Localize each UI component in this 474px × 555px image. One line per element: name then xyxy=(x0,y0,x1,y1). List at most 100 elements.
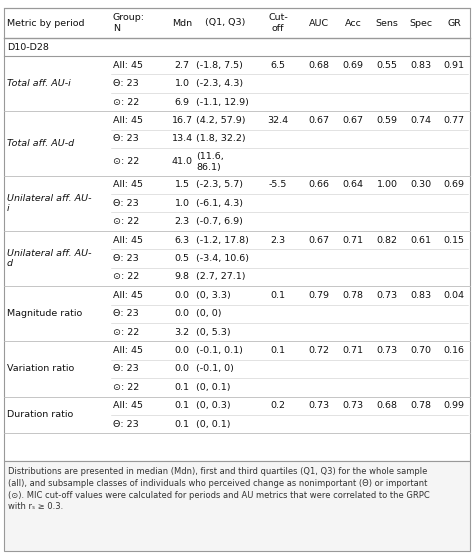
Text: 2.7: 2.7 xyxy=(174,60,190,70)
Text: 0.78: 0.78 xyxy=(343,291,364,300)
Text: 0.1: 0.1 xyxy=(271,346,285,355)
Text: (0, 0.3): (0, 0.3) xyxy=(196,401,231,410)
Text: 0.64: 0.64 xyxy=(343,180,364,189)
Text: 0.0: 0.0 xyxy=(174,291,190,300)
Text: 2.3: 2.3 xyxy=(271,235,285,245)
Text: Mdn: Mdn xyxy=(172,18,192,28)
Text: 0.69: 0.69 xyxy=(444,180,465,189)
Text: (-2.3, 4.3): (-2.3, 4.3) xyxy=(196,79,243,88)
Text: 0.99: 0.99 xyxy=(444,401,465,410)
Text: Unilateral aff. AU-
i: Unilateral aff. AU- i xyxy=(7,194,91,213)
Text: 0.0: 0.0 xyxy=(174,365,190,374)
Text: 6.5: 6.5 xyxy=(271,60,285,70)
Text: Distributions are presented in median (Mdn), first and third quartiles (Q1, Q3) : Distributions are presented in median (M… xyxy=(8,467,430,511)
Bar xyxy=(4,461,470,551)
Text: (0, 0.1): (0, 0.1) xyxy=(196,420,230,428)
Text: 0.67: 0.67 xyxy=(343,116,364,125)
Text: 0.1: 0.1 xyxy=(174,401,190,410)
Text: ⊙: 22: ⊙: 22 xyxy=(113,273,139,281)
Text: Sens: Sens xyxy=(375,18,399,28)
Text: 0.5: 0.5 xyxy=(174,254,190,263)
Text: ⊙: 22: ⊙: 22 xyxy=(113,383,139,392)
Text: 0.73: 0.73 xyxy=(376,291,398,300)
Text: Duration ratio: Duration ratio xyxy=(7,411,73,420)
Text: (-3.4, 10.6): (-3.4, 10.6) xyxy=(196,254,249,263)
Text: 0.83: 0.83 xyxy=(410,60,431,70)
Text: All: 45: All: 45 xyxy=(113,60,143,70)
Text: (2.7, 27.1): (2.7, 27.1) xyxy=(196,273,246,281)
Text: (11.6,
86.1): (11.6, 86.1) xyxy=(196,152,224,171)
Text: 0.55: 0.55 xyxy=(376,60,398,70)
Text: -5.5: -5.5 xyxy=(269,180,287,189)
Text: All: 45: All: 45 xyxy=(113,235,143,245)
Text: 1.00: 1.00 xyxy=(376,180,398,189)
Text: GR: GR xyxy=(447,18,461,28)
Text: 0.71: 0.71 xyxy=(343,235,364,245)
Text: Acc: Acc xyxy=(345,18,362,28)
Text: 0.15: 0.15 xyxy=(444,235,465,245)
Text: (-0.7, 6.9): (-0.7, 6.9) xyxy=(196,217,243,226)
Text: Cut-
off: Cut- off xyxy=(268,13,288,33)
Text: 32.4: 32.4 xyxy=(267,116,289,125)
Text: 0.61: 0.61 xyxy=(410,235,431,245)
Text: 2.3: 2.3 xyxy=(174,217,190,226)
Text: (Q1, Q3): (Q1, Q3) xyxy=(205,18,245,28)
Text: (0, 5.3): (0, 5.3) xyxy=(196,327,231,337)
Text: All: 45: All: 45 xyxy=(113,116,143,125)
Text: Unilateral aff. AU-
d: Unilateral aff. AU- d xyxy=(7,249,91,268)
Text: 1.0: 1.0 xyxy=(174,79,190,88)
Text: 0.73: 0.73 xyxy=(376,346,398,355)
Text: 0.73: 0.73 xyxy=(309,401,329,410)
Text: D10-D28: D10-D28 xyxy=(7,43,49,52)
Text: ⊙: 22: ⊙: 22 xyxy=(113,98,139,107)
Text: (0, 0.1): (0, 0.1) xyxy=(196,383,230,392)
Text: (-0.1, 0): (-0.1, 0) xyxy=(196,365,234,374)
Text: 0.0: 0.0 xyxy=(174,346,190,355)
Text: Magnitude ratio: Magnitude ratio xyxy=(7,309,82,318)
Text: 0.82: 0.82 xyxy=(376,235,398,245)
Text: Total aff. AU-i: Total aff. AU-i xyxy=(7,79,71,88)
Text: Θ: 23: Θ: 23 xyxy=(113,79,139,88)
Text: 0.91: 0.91 xyxy=(444,60,465,70)
Text: 0.79: 0.79 xyxy=(309,291,329,300)
Text: Θ: 23: Θ: 23 xyxy=(113,254,139,263)
Text: ⊙: 22: ⊙: 22 xyxy=(113,327,139,337)
Text: ⊙: 22: ⊙: 22 xyxy=(113,217,139,226)
Text: 9.8: 9.8 xyxy=(174,273,190,281)
Text: 0.68: 0.68 xyxy=(309,60,329,70)
Text: Metric by period: Metric by period xyxy=(7,18,84,28)
Text: 16.7: 16.7 xyxy=(172,116,192,125)
Text: 0.0: 0.0 xyxy=(174,309,190,318)
Text: 6.3: 6.3 xyxy=(174,235,190,245)
Text: 0.74: 0.74 xyxy=(410,116,431,125)
Bar xyxy=(4,8,470,461)
Text: 0.66: 0.66 xyxy=(309,180,329,189)
Text: 0.78: 0.78 xyxy=(410,401,431,410)
Text: (-1.1, 12.9): (-1.1, 12.9) xyxy=(196,98,249,107)
Text: 1.0: 1.0 xyxy=(174,199,190,208)
Text: 13.4: 13.4 xyxy=(172,134,192,143)
Text: (-0.1, 0.1): (-0.1, 0.1) xyxy=(196,346,243,355)
Text: (0, 3.3): (0, 3.3) xyxy=(196,291,231,300)
Text: 0.69: 0.69 xyxy=(343,60,364,70)
Text: 0.70: 0.70 xyxy=(410,346,431,355)
Text: 0.04: 0.04 xyxy=(444,291,465,300)
Text: Θ: 23: Θ: 23 xyxy=(113,309,139,318)
Text: 0.71: 0.71 xyxy=(343,346,364,355)
Text: (1.8, 32.2): (1.8, 32.2) xyxy=(196,134,246,143)
Text: (0, 0): (0, 0) xyxy=(196,309,221,318)
Text: AUC: AUC xyxy=(309,18,329,28)
Text: 0.77: 0.77 xyxy=(444,116,465,125)
Text: 0.72: 0.72 xyxy=(309,346,329,355)
Text: Spec: Spec xyxy=(410,18,433,28)
Text: 0.16: 0.16 xyxy=(444,346,465,355)
Text: (-1.2, 17.8): (-1.2, 17.8) xyxy=(196,235,249,245)
Text: (-6.1, 4.3): (-6.1, 4.3) xyxy=(196,199,243,208)
Text: Group:
N: Group: N xyxy=(113,13,145,33)
Text: All: 45: All: 45 xyxy=(113,346,143,355)
Text: 6.9: 6.9 xyxy=(174,98,190,107)
Text: 0.1: 0.1 xyxy=(174,383,190,392)
Text: ⊙: 22: ⊙: 22 xyxy=(113,158,139,166)
Text: (-2.3, 5.7): (-2.3, 5.7) xyxy=(196,180,243,189)
Text: 1.5: 1.5 xyxy=(174,180,190,189)
